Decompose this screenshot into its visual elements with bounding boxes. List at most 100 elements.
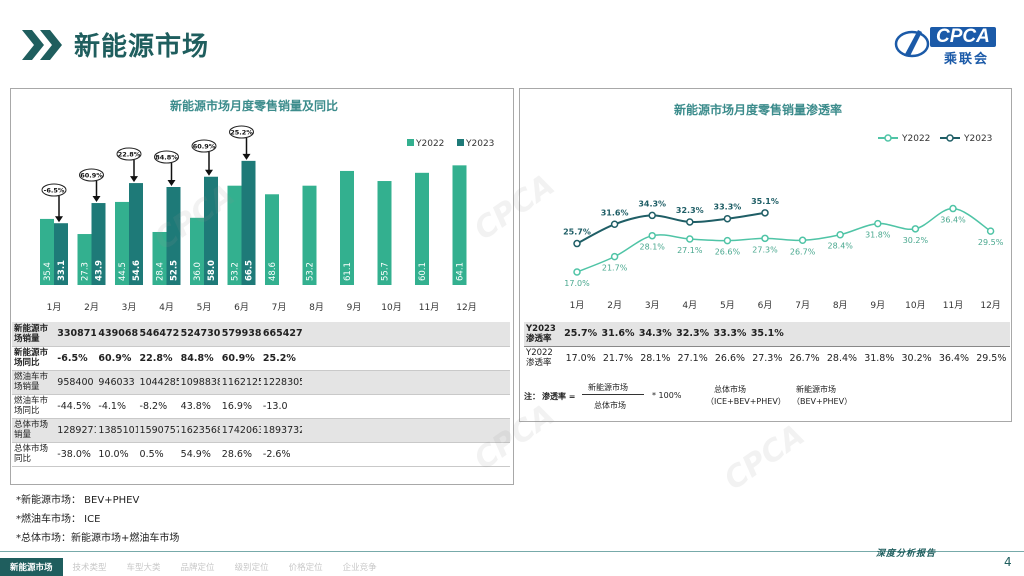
table-row: Y2022渗透率 17.0% 21.7% 28.1% 27.1% 26.6% 27.3% 26… <box>524 346 1010 370</box>
table-cell: -6.5% <box>55 346 97 371</box>
table-cell: 330871 <box>55 322 97 347</box>
table-row: Y2023渗透率 25.7% 31.6% 34.3% 32.3% 33.3% 35.1% <box>524 322 1010 347</box>
table-cell-empty <box>302 370 337 395</box>
table-cell-empty <box>302 394 337 419</box>
row-label: 总体市场销量 <box>12 418 56 443</box>
data-point <box>911 225 920 233</box>
bar <box>227 185 242 285</box>
point-label: 34.3% <box>638 199 666 208</box>
bar-chart: Y2022 Y2023 35.4 33.1 1月 27.3 43.9 2月 44.5 54.6 3月… <box>40 125 494 313</box>
def1-body: （ICE+BEV+PHEV） <box>706 397 786 406</box>
point-label: 28.1% <box>639 243 665 252</box>
table-row: 新能源市场销量 330871 439068 546472 524730 579938 665… <box>12 322 510 347</box>
bar-value-label: 28.4 <box>156 262 166 281</box>
table-cell-empty <box>336 418 372 443</box>
row-label: 燃油车市场销量 <box>12 370 56 395</box>
table-cell: 28.6% <box>219 442 261 467</box>
point-label: 27.1% <box>677 246 703 255</box>
bar <box>129 183 143 285</box>
nav-item-brand[interactable]: 品牌定位 <box>180 563 215 573</box>
table-cell: 32.3% <box>673 322 712 347</box>
def2-title: 新能源市场 <box>796 385 836 394</box>
data-point <box>874 219 882 228</box>
x-tick-label: 1月 <box>47 302 62 313</box>
notes: *新能源市场： BEV+PHEV *燃油车市场： ICE *总体市场：新能源市场… <box>16 491 179 548</box>
row-label: 新能源市场销量 <box>12 322 56 347</box>
yoy-label: 60.9% <box>193 143 216 151</box>
table-cell-empty <box>405 418 441 443</box>
legend-label: Y2023 <box>465 139 494 149</box>
point-label: 26.6% <box>715 248 741 257</box>
def2-body: （BEV+PHEV） <box>792 397 853 406</box>
bar-value-label: 44.5 <box>118 262 128 281</box>
x-tick-label: 9月 <box>870 300 885 311</box>
bar <box>204 176 218 285</box>
table-cell-empty <box>302 442 337 467</box>
point-label: 35.1% <box>751 197 779 206</box>
nav-item-segment[interactable]: 级别定位 <box>234 563 269 573</box>
fraction-bar <box>582 394 644 395</box>
bar-value-label: 52.5 <box>170 260 180 281</box>
bar <box>340 170 354 285</box>
line-chart: Y2022 Y2023 17.0% 21.7% 28.1% 27.1% 26.6% 27.3%… <box>563 134 1004 311</box>
x-tick-label: 9月 <box>347 302 362 313</box>
point-label: 28.4% <box>827 242 853 251</box>
yoy-label: 60.9% <box>80 172 103 180</box>
table-cell: 60.9% <box>96 346 138 371</box>
table-cell: 26.7% <box>789 352 820 364</box>
bar-value-label: 54.6 <box>132 260 142 281</box>
watermark: CPCA <box>718 417 812 498</box>
bar-value-label: 53.2 <box>306 262 316 281</box>
nav-item-competition[interactable]: 企业竞争 <box>342 563 377 573</box>
table-cell: 1623568 <box>178 418 220 443</box>
table-cell-empty <box>405 394 441 419</box>
x-tick-label: 4月 <box>682 300 697 311</box>
bar-value-label: 48.6 <box>268 262 278 281</box>
bar-value-label: 55.7 <box>381 262 391 281</box>
x-tick-label: 10月 <box>905 300 925 311</box>
nav-item-price[interactable]: 价格定位 <box>288 563 323 573</box>
table-cell-empty <box>371 442 406 467</box>
yoy-callout <box>41 183 67 197</box>
x-tick-label: 3月 <box>122 302 137 313</box>
yoy-arrowhead <box>205 169 213 176</box>
table-cell-empty <box>440 394 476 419</box>
table-cell: 34.3% <box>636 322 674 347</box>
yoy-callout <box>154 150 179 164</box>
bar <box>265 194 279 285</box>
table-cell: -13.0 <box>260 394 303 419</box>
table-cell: 1228305 <box>260 370 303 395</box>
table-cell-empty <box>371 418 406 443</box>
bar-value-label: 53.2 <box>231 262 241 281</box>
table-row: 总体市场同比 -38.0% 10.0% 0.5% 54.9% 28.6% -2.6% <box>12 442 510 467</box>
nav-item-nev-market[interactable]: 新能源市场 <box>0 558 63 576</box>
data-point <box>610 220 619 229</box>
data-point <box>686 218 694 226</box>
table-row: 新能源市场同比 -6.5% 60.9% 22.8% 84.8% 60.9% 25.2% <box>12 346 510 371</box>
yoy-label: 25.2% <box>230 129 253 137</box>
data-point <box>986 227 995 235</box>
table-cell: 28.1% <box>640 352 671 364</box>
data-point <box>949 204 957 213</box>
def1-title: 总体市场 <box>714 385 746 394</box>
table-cell: 25.7% <box>562 322 600 347</box>
series-line <box>576 207 992 273</box>
table-cell: 17.0% <box>565 352 596 364</box>
table-cell: 25.2% <box>260 346 303 371</box>
x-tick-label: 12月 <box>980 300 1000 311</box>
logo-text: CPCA <box>930 27 996 47</box>
table-cell: 439068 <box>96 322 138 347</box>
formula-note: 注： <box>524 392 540 401</box>
nav-item-tech-type[interactable]: 技术类型 <box>72 563 107 573</box>
table-row: 总体市场销量 1289271 1385101 1590757 1623568 174206… <box>12 418 510 443</box>
penetration-panel <box>519 88 1012 422</box>
x-tick-label: 2月 <box>607 300 622 311</box>
table-cell: -38.0% <box>55 442 97 467</box>
line-chart-title: 新能源市场月度零售销量渗透率 <box>674 103 843 117</box>
nav-item-vehicle-class[interactable]: 车型大类 <box>126 563 161 573</box>
footer-nav: 新能源市场 技术类型 车型大类 品牌定位 级别定位 价格定位 企业竞争 <box>0 558 387 576</box>
table-cell-empty <box>440 442 476 467</box>
table-cell: 54.9% <box>178 442 220 467</box>
yoy-label: 84.8% <box>155 154 178 162</box>
table-cell: -44.5% <box>55 394 97 419</box>
